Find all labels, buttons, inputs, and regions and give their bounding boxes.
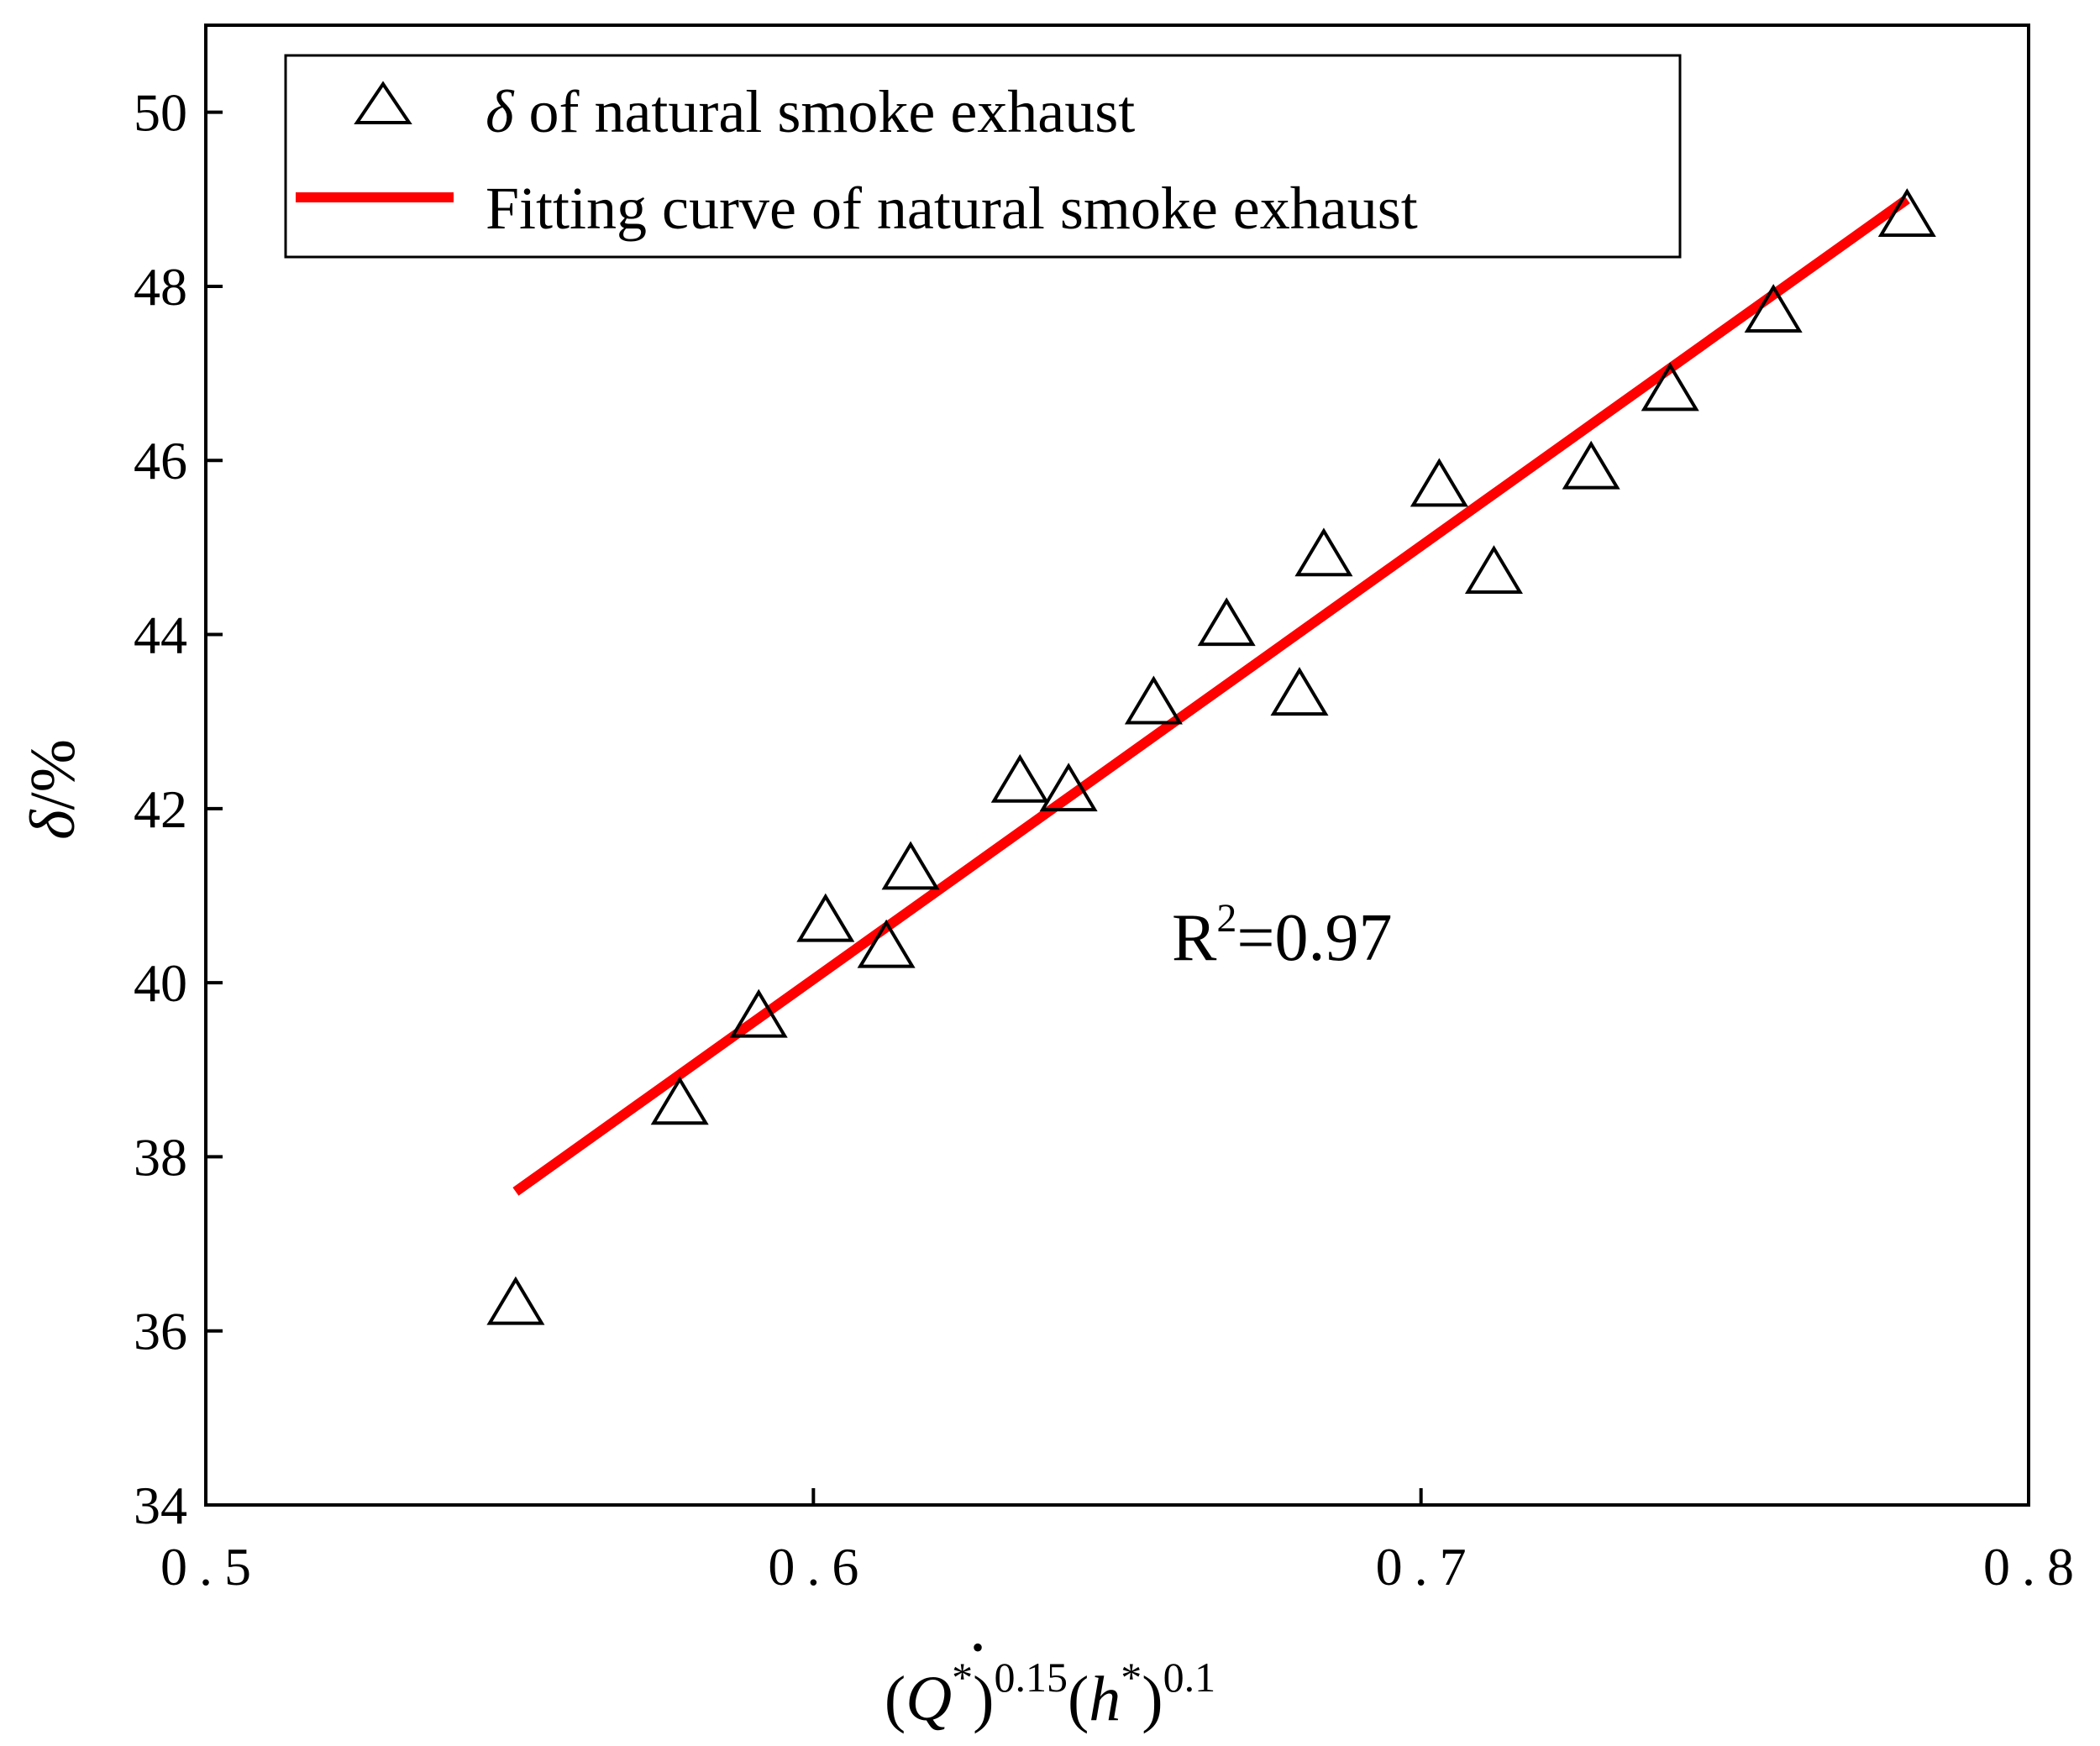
data-point <box>1562 440 1620 490</box>
data-point <box>857 919 916 968</box>
x-axis: 0.5 0.6 0.7 0.8 <box>160 1488 2086 1597</box>
data-point <box>1744 284 1803 333</box>
data-point <box>486 1276 545 1325</box>
data-point <box>1039 763 1098 812</box>
data-point <box>990 753 1049 803</box>
y-axis: 34 36 38 40 42 44 46 48 50 <box>134 83 223 1535</box>
x-axis-title-dot: • <box>972 1628 984 1666</box>
legend-box <box>284 54 1682 259</box>
y-tick-label: 34 <box>134 1476 187 1535</box>
plot-frame <box>204 24 2030 1507</box>
data-point <box>881 841 940 890</box>
y-tick-label: 46 <box>134 431 187 490</box>
data-point <box>1410 458 1468 507</box>
y-tick-label: 42 <box>134 779 187 839</box>
plot-area <box>204 24 2030 1507</box>
data-point <box>729 988 788 1038</box>
data-point <box>1124 675 1183 725</box>
data-point <box>1270 667 1329 716</box>
y-tick-label: 40 <box>134 953 187 1013</box>
x-tick-label: 0.7 <box>1376 1537 1478 1597</box>
data-point <box>650 1076 709 1125</box>
legend-points-label: δ of natural smoke exhaust <box>486 78 1135 145</box>
x-tick-label: 0.8 <box>1983 1537 2086 1597</box>
y-tick-label: 44 <box>134 606 187 665</box>
y-axis-title: δ/% <box>18 739 88 840</box>
legend-triangle-marker <box>354 81 412 124</box>
fit-line <box>512 195 1910 1196</box>
y-tick-label: 38 <box>134 1127 187 1187</box>
data-point <box>1294 527 1353 577</box>
data-point <box>1464 545 1523 594</box>
data-point <box>1197 597 1256 647</box>
r-squared-annotation: R2=0.97 <box>1172 896 1392 975</box>
data-point <box>1641 362 1699 412</box>
x-tick-label: 0.6 <box>768 1537 870 1597</box>
data-point <box>1877 188 1936 238</box>
legend-fit-label: Fitting curve of natural smoke exhaust <box>486 175 1418 242</box>
data-points-layer <box>486 188 1936 1325</box>
fit-line-layer <box>512 195 1910 1196</box>
legend: δ of natural smoke exhaust Fitting curve… <box>284 54 1682 259</box>
y-tick-label: 48 <box>134 257 187 317</box>
y-tick-label: 50 <box>134 83 187 143</box>
x-axis-title: (Q*)0.15(h*)0.1 <box>885 1654 1215 1734</box>
y-tick-label: 36 <box>134 1302 187 1361</box>
data-point <box>796 893 855 942</box>
x-tick-label: 0.5 <box>160 1537 263 1597</box>
